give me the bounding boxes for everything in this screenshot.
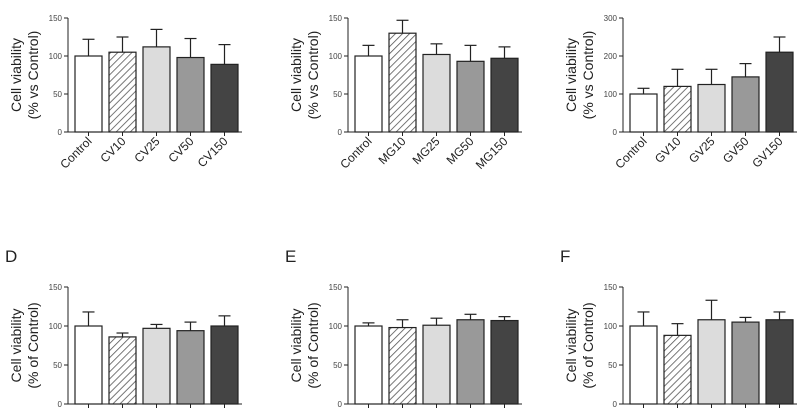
y-axis-label-line1: Cell viability: [288, 309, 304, 383]
y-tick-label: 150: [49, 14, 63, 23]
bar-3: [422, 324, 451, 405]
bar-3: [422, 53, 451, 133]
y-tick-label: 100: [604, 90, 618, 99]
panel-letter: F: [560, 247, 570, 266]
bar-5: [765, 51, 794, 133]
panels: Cell viability (% vs Control)050100150Con…: [5, 14, 797, 409]
y-tick-label: 0: [338, 128, 343, 137]
bar-3: [142, 327, 171, 405]
bar-1: [354, 325, 383, 405]
y-axis-label-line1: Cell viability: [8, 38, 24, 112]
y-axis-label-line1: Cell viability: [8, 309, 24, 383]
chart-panel-4: D Cell viability (% of Control) 0 50 100 150: [5, 247, 242, 409]
chart-panel-3: Cell viability (% vs Control) 0 100 200 300 Co…: [563, 14, 797, 171]
y-tick-label: 50: [53, 90, 62, 99]
y-tick-label: 0: [58, 128, 63, 137]
y-axis-label-line2: (% of Control): [25, 302, 41, 388]
bar-4: [176, 56, 205, 133]
y-tick-label: 150: [329, 283, 343, 292]
bar-5: [210, 325, 239, 405]
y-axis-label-line2: (% vs Control): [25, 31, 41, 120]
y-tick-label: 150: [49, 283, 63, 292]
category-label: GV150: [749, 134, 786, 171]
bar-4: [731, 76, 760, 133]
bar-4: [731, 321, 760, 405]
category-label: CV150: [195, 134, 231, 170]
category-label: GV25: [686, 134, 718, 166]
bar-1: [629, 325, 658, 405]
bar-5: [765, 319, 794, 405]
y-axis-label-line2: (% vs Control): [580, 31, 596, 120]
bar-2: [108, 51, 137, 133]
bar-1: [629, 93, 658, 133]
y-tick-label: 50: [333, 90, 342, 99]
panel-letter: D: [5, 247, 17, 266]
y-tick-label: 100: [329, 52, 343, 61]
y-tick-label: 150: [604, 283, 618, 292]
bar-1: [74, 325, 103, 405]
chart-panel-6: F Cell viability (% of Control) 0 50 100 150: [560, 247, 797, 409]
chart-panel-5: E Cell viability (% of Control) 0 50 100 150: [285, 247, 522, 409]
bar-4: [456, 60, 485, 133]
bar-2: [388, 326, 417, 405]
bar-3: [697, 319, 726, 405]
y-tick-label: 100: [604, 322, 618, 331]
chart-panel-2: Cell viability (% vs Control) 0 50 100 150 Con…: [288, 14, 522, 172]
bar-1: [354, 55, 383, 133]
y-axis-label-line1: Cell viability: [288, 38, 304, 112]
category-label: CV50: [165, 134, 196, 165]
bar-5: [490, 319, 519, 405]
category-label: Control: [57, 134, 94, 171]
category-label: MG10: [376, 134, 409, 167]
category-label: MG150: [473, 134, 511, 172]
y-tick-label: 50: [53, 361, 62, 370]
bar-2: [388, 32, 417, 133]
y-tick-label: 100: [49, 322, 63, 331]
y-tick-label: 200: [604, 52, 618, 61]
y-axis-label-line1: Cell viability: [563, 309, 579, 383]
bar-2: [108, 336, 137, 405]
bar-1: [74, 55, 103, 133]
y-axis-label-line1: Cell viability: [563, 38, 579, 112]
category-label: GV50: [720, 134, 752, 166]
y-axis-label-line2: (% of Control): [580, 302, 596, 388]
y-tick-label: 50: [333, 361, 342, 370]
category-label: Control: [612, 134, 649, 171]
y-tick-label: 300: [604, 14, 618, 23]
bar-5: [490, 57, 519, 133]
y-axis-label-line2: (% vs Control): [305, 31, 321, 120]
chart-panel-1: Cell viability (% vs Control) 0 50 100 150 Con…: [8, 14, 242, 171]
bar-4: [176, 330, 205, 405]
bar-3: [142, 46, 171, 133]
y-tick-label: 0: [613, 400, 618, 409]
bar-5: [210, 63, 239, 133]
bar-4: [456, 319, 485, 405]
category-label: CV25: [131, 134, 162, 165]
y-tick-label: 100: [49, 52, 63, 61]
panel-letter: E: [285, 247, 296, 266]
bar-2: [663, 85, 692, 133]
y-tick-label: 0: [58, 400, 63, 409]
y-axis-label-line2: (% of Control): [305, 302, 321, 388]
y-tick-label: 150: [329, 14, 343, 23]
y-tick-label: 50: [608, 361, 617, 370]
category-label: MG25: [410, 134, 443, 167]
category-label: GV10: [652, 134, 684, 166]
category-label: Control: [337, 134, 374, 171]
y-tick-label: 100: [329, 322, 343, 331]
bar-3: [697, 83, 726, 133]
category-label: CV10: [97, 134, 128, 165]
y-tick-label: 0: [338, 400, 343, 409]
y-tick-label: 0: [613, 128, 618, 137]
bar-2: [663, 334, 692, 405]
